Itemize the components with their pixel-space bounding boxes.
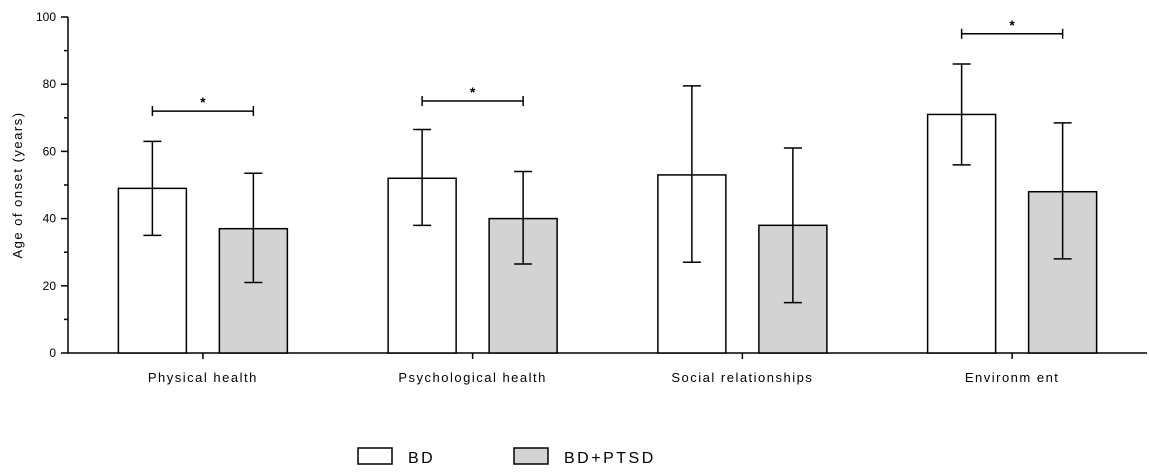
- x-axis: Physical health Psychological health Socia…: [68, 353, 1147, 385]
- significance-label: *: [1009, 17, 1015, 33]
- y-tick-label: 20: [43, 279, 57, 293]
- y-tick-label: 100: [36, 10, 56, 24]
- legend-swatch-bd-ptsd: [514, 448, 548, 464]
- y-tick-label: 0: [49, 346, 56, 360]
- legend-label-bd: BD: [408, 450, 435, 467]
- x-tick-label: Physical health: [148, 370, 258, 385]
- x-tick-label: Psychological health: [398, 370, 547, 385]
- bars: [118, 114, 1096, 353]
- significance-label: *: [200, 94, 206, 110]
- legend-swatch-bd: [358, 448, 392, 464]
- y-tick-label: 40: [43, 212, 57, 226]
- x-tick-label: Social relationships: [671, 370, 813, 385]
- significance-label: *: [470, 84, 476, 100]
- x-tick-label: Environm ent: [965, 370, 1060, 385]
- y-tick-label: 80: [43, 77, 57, 91]
- legend: BD BD+PTSD: [358, 448, 656, 467]
- y-tick-label: 60: [43, 144, 57, 158]
- y-axis: 0 20 40 60 80 100: [36, 10, 68, 360]
- legend-label-bd-ptsd: BD+PTSD: [564, 450, 656, 467]
- y-axis-title: Age of onset (years): [10, 111, 25, 258]
- significance-markers: * * *: [152, 17, 1062, 116]
